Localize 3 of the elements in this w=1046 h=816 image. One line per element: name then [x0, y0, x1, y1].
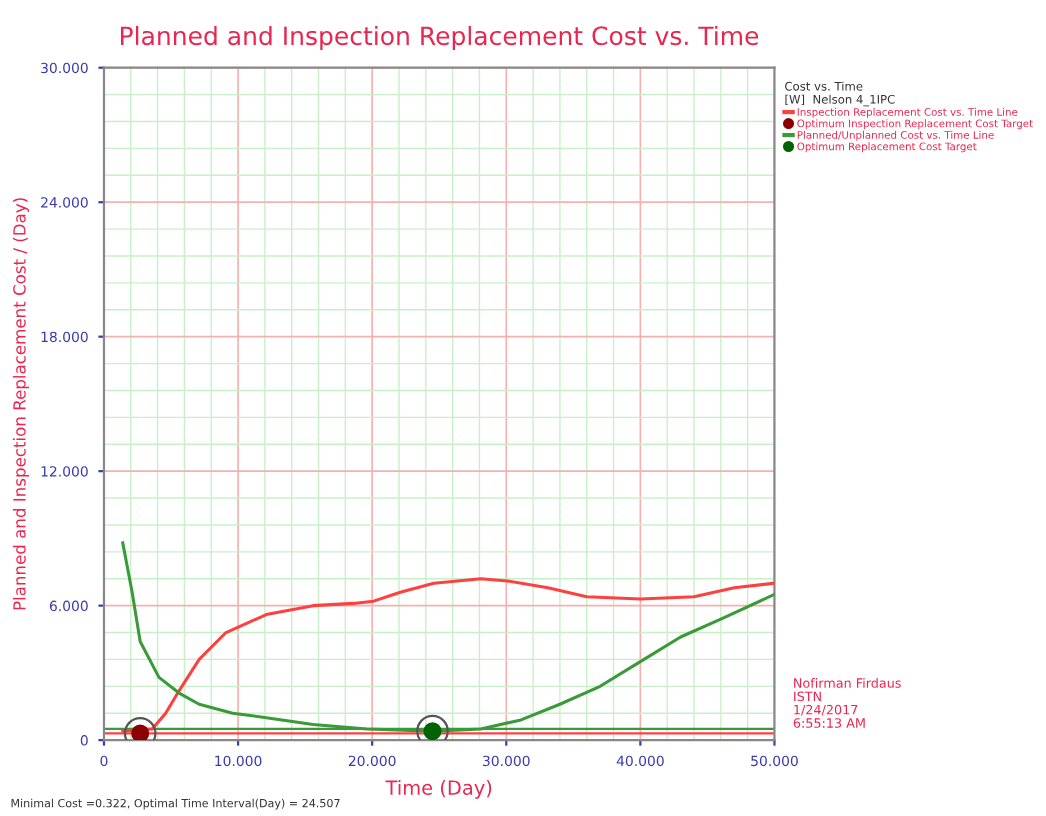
y-axis-title: Planned and Inspection Replacement Cost / (Day): [12, 198, 29, 610]
x-axis-title: Time (Day): [385, 779, 492, 799]
chart-title: Planned and Inspection Replacement Cost vs. Time: [121, 25, 759, 51]
